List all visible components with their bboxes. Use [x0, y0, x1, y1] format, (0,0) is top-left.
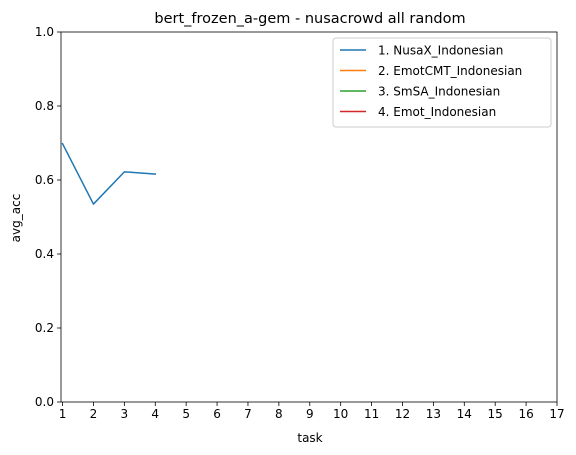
x-tick-label: 11 — [364, 407, 379, 421]
legend-entry-1: 1. NusaX_Indonesian — [378, 44, 503, 58]
x-axis-label: task — [297, 431, 322, 445]
x-tick-label: 7 — [244, 407, 252, 421]
legend-entry-2: 2. EmotCMT_Indonesian — [378, 64, 522, 78]
x-tick-label: 12 — [395, 407, 410, 421]
series-line-1 — [61, 142, 157, 205]
legend-frame — [332, 37, 552, 128]
x-tick-label: 16 — [518, 407, 533, 421]
x-tick-label: 5 — [182, 407, 190, 421]
y-tick-label: 0.4 — [35, 247, 54, 261]
y-axis-label: avg_acc — [9, 194, 23, 243]
y-tick-label: 0.6 — [35, 173, 54, 187]
x-tick-label: 4 — [151, 407, 159, 421]
x-tick-label: 14 — [457, 407, 472, 421]
x-tick-label: 13 — [426, 407, 441, 421]
y-tick-label: 0.8 — [35, 99, 54, 113]
plot-area: 1 2 3 4 5 6 7 8 9 10 11 12 13 14 15 16 170.00.20.40.60.8… — [35, 25, 565, 421]
x-tick-label: 8 — [275, 407, 283, 421]
x-tick-label: 17 — [549, 407, 564, 421]
x-tick-label: 6 — [213, 407, 221, 421]
x-tick-label: 15 — [488, 407, 503, 421]
y-tick-label: 0.2 — [35, 321, 54, 335]
chart-title: bert_frozen_a-gem - nusacrowd all random — [154, 11, 465, 27]
x-tick-label: 3 — [121, 407, 129, 421]
legend-entry-4: 4. Emot_Indonesian — [378, 105, 496, 119]
legend: 1. NusaX_Indonesian 2. EmotCMT_Indonesian… — [332, 37, 552, 128]
axes-frame — [60, 31, 558, 403]
x-tick-label: 1 — [59, 407, 67, 421]
y-tick-label: 0.0 — [35, 395, 54, 409]
y-tick-label: 1.0 — [35, 25, 54, 39]
x-tick-label: 9 — [306, 407, 314, 421]
x-tick-label: 2 — [90, 407, 98, 421]
x-tick-label: 10 — [333, 407, 348, 421]
legend-entry-3: 3. SmSA_Indonesian — [378, 85, 500, 99]
